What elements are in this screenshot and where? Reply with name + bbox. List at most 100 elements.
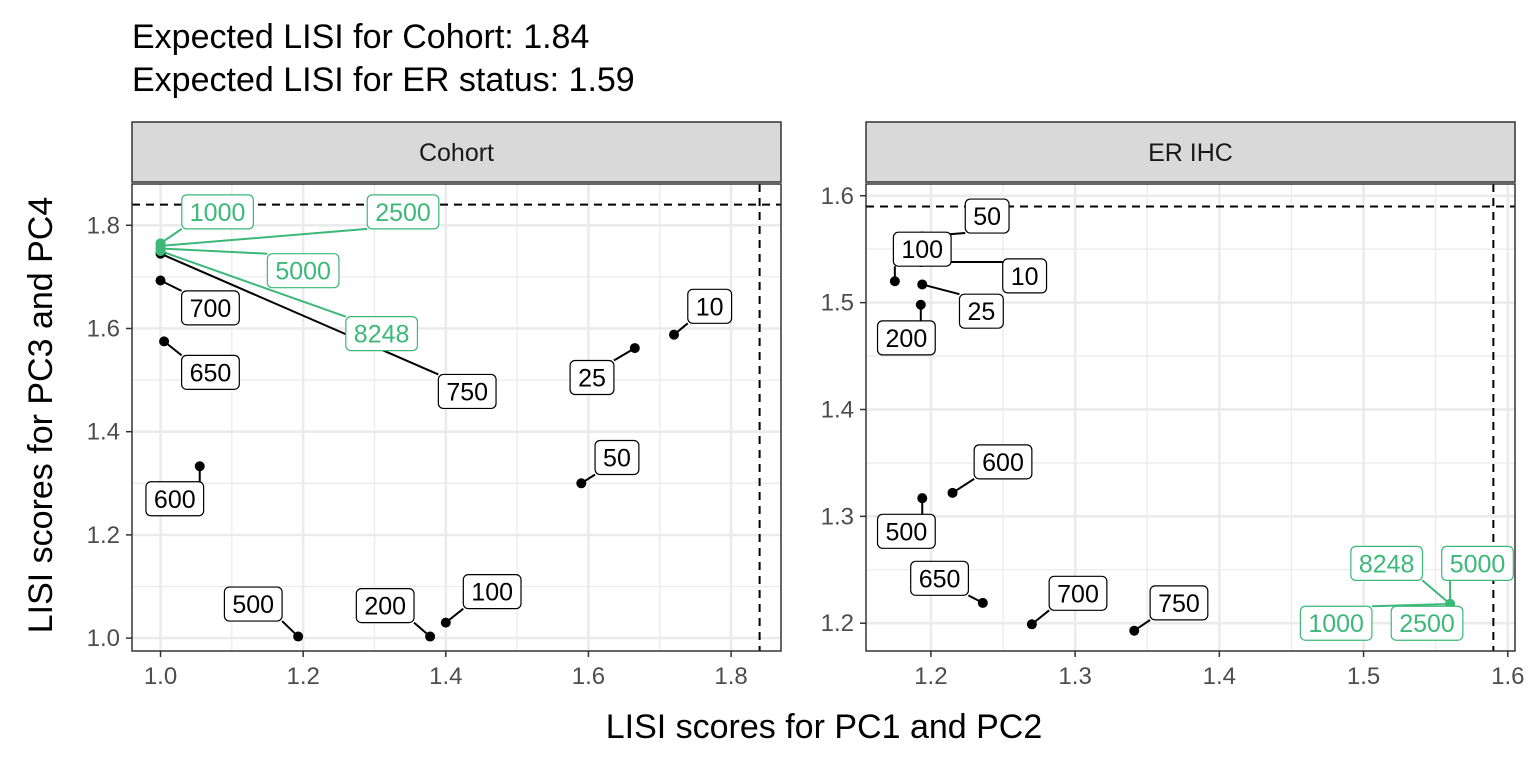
point-label-200: 200: [355, 587, 415, 624]
label-text: 700: [190, 295, 232, 323]
point-label-5000: 5000: [1441, 545, 1514, 581]
point-label-750: 750: [1149, 585, 1209, 621]
y-tick-label: 1.6: [87, 315, 120, 342]
label-box: [1299, 605, 1373, 641]
point-label-600: 600: [973, 444, 1033, 480]
data-point-10: [669, 329, 680, 340]
label-box: [355, 587, 415, 624]
x-tick-label: 1.5: [1347, 663, 1380, 690]
point-label-50: 50: [594, 439, 640, 476]
data-point-100: [440, 617, 451, 628]
facet-strip: [131, 121, 782, 183]
point-label-50: 50: [964, 198, 1010, 234]
data-point-500: [293, 631, 304, 642]
point-label-2500: 2500: [366, 194, 440, 230]
data-point-25: [629, 343, 640, 354]
point-label-8248: 8248: [1350, 545, 1424, 581]
chart-title-line-1: Expected LISI for Cohort: 1.84: [132, 18, 589, 56]
label-text: 10: [696, 293, 724, 321]
label-text: 25: [578, 365, 606, 393]
label-box: [1350, 545, 1424, 581]
point-label-650: 650: [181, 354, 240, 390]
label-text: 5000: [275, 258, 331, 286]
label-text: 50: [603, 444, 631, 472]
label-box: [973, 444, 1033, 480]
point-label-750: 750: [437, 373, 497, 410]
leader-line-2500: [160, 227, 368, 247]
y-tick-label: 1.6: [821, 183, 854, 210]
panel-cohort: 1.0 1.2 1.4 1.6 1.8 1.0 1.2 1.4 1.6 1.8 10 25 50 100 2…: [87, 121, 782, 690]
label-box: [1149, 585, 1209, 621]
label-text: 5000: [1450, 550, 1506, 578]
y-tick-label: 1.2: [821, 610, 854, 637]
label-box: [1002, 258, 1048, 294]
label-box: [687, 288, 733, 324]
x-tick-label: 1.6: [572, 663, 605, 690]
label-box: [569, 359, 615, 396]
y-tick-label: 1.3: [821, 503, 854, 530]
chart-title-line-2: Expected LISI for ER status: 1.59: [132, 61, 635, 99]
leader-line-750: [160, 252, 439, 376]
leader-line-8248: [160, 250, 347, 318]
label-text: 25: [967, 298, 995, 326]
label-box: [145, 481, 205, 517]
panel-border: [131, 183, 782, 652]
label-text: 500: [232, 591, 274, 619]
point-label-1000: 1000: [181, 194, 254, 230]
x-tick-label: 1.8: [714, 663, 747, 690]
leader-line-8248: [1421, 579, 1451, 605]
label-text: 650: [919, 565, 961, 593]
facet-strip-label: Cohort: [419, 139, 494, 167]
label-text: 1000: [190, 199, 246, 227]
point-label-700: 700: [181, 290, 240, 326]
leader-line-1000: [1371, 602, 1451, 608]
point-label-1000: 1000: [1299, 605, 1373, 641]
label-text: 750: [446, 378, 488, 406]
label-text: 500: [886, 518, 928, 546]
data-point-650: [159, 336, 170, 347]
y-tick-label: 1.2: [87, 522, 120, 549]
x-axis-title: LISI scores for PC1 and PC2: [606, 708, 1043, 746]
label-box: [462, 574, 522, 610]
label-box: [892, 231, 952, 267]
point-label-2500: 2500: [1390, 605, 1464, 641]
label-text: 750: [1158, 590, 1200, 618]
x-tick-label: 1.4: [1203, 663, 1236, 690]
label-box: [1390, 605, 1464, 641]
x-tick-label: 1.6: [1491, 663, 1524, 690]
x-tick-label: 1.2: [914, 663, 947, 690]
x-tick-label: 1.3: [1058, 663, 1091, 690]
data-point-25: [917, 279, 928, 290]
point-label-25: 25: [958, 293, 1004, 329]
label-text: 1000: [1308, 610, 1364, 638]
point-label-25: 25: [569, 359, 615, 396]
point-labels: 10 25 50 100 200 500 600 650 700 750 1000 2500 5000 8…: [876, 198, 1514, 641]
label-text: 10: [1011, 263, 1039, 291]
label-text: 600: [982, 449, 1024, 477]
facet-strip: [865, 121, 1516, 183]
point-label-500: 500: [876, 513, 936, 549]
data-point-700: [155, 275, 166, 286]
data-point-50: [576, 478, 587, 489]
label-box: [223, 586, 283, 622]
data-point-200: [915, 299, 926, 310]
label-box: [266, 253, 340, 289]
data-point-8248: [155, 246, 166, 257]
leader-line-5000: [160, 247, 268, 255]
label-text: 2500: [375, 199, 431, 227]
point-label-700: 700: [1048, 575, 1108, 611]
point-label-200: 200: [876, 320, 936, 356]
data-point-500: [917, 493, 928, 504]
label-text: 100: [471, 579, 513, 607]
y-tick-label: 1.5: [821, 290, 854, 317]
label-text: 700: [1057, 580, 1099, 608]
label-box: [910, 560, 970, 596]
x-tick-label: 1.4: [429, 663, 462, 690]
label-box: [181, 290, 240, 326]
label-box: [1441, 545, 1514, 581]
data-point-750: [1129, 625, 1140, 636]
label-text: 8248: [1359, 550, 1415, 578]
leader-line-25: [921, 283, 960, 296]
point-label-5000: 5000: [266, 253, 340, 289]
